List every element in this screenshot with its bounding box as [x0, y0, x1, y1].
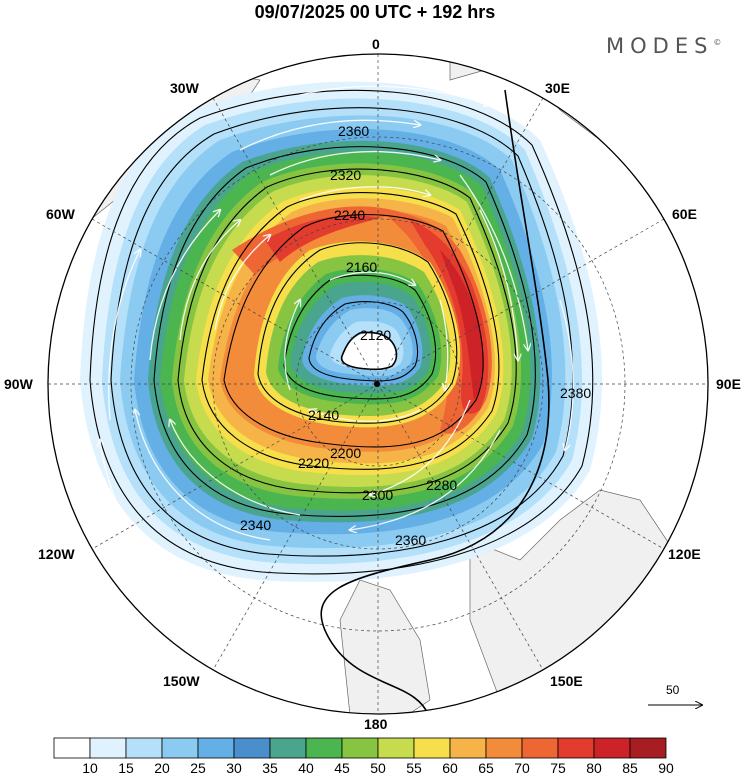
- map-frame: [47, 53, 709, 715]
- lon-label-120w: 120W: [38, 546, 75, 562]
- colorbar-tick-label: 20: [154, 760, 170, 776]
- colorbar-swatch: [377, 737, 415, 759]
- contour-label: 2140: [308, 407, 339, 423]
- lon-label-150w: 150W: [163, 673, 200, 689]
- colorbar-tick-label: 25: [190, 760, 206, 776]
- contour-label: 2280: [426, 477, 457, 493]
- brand-logo: MODES©: [606, 34, 722, 58]
- colorbar-swatch: [521, 737, 559, 759]
- colorbar-tick-label: 35: [262, 760, 278, 776]
- contour-label: 2120: [360, 327, 391, 343]
- colorbar-swatch: [197, 737, 235, 759]
- lon-label-60w: 60W: [46, 206, 75, 222]
- land-south: [339, 579, 431, 714]
- map-title: 09/07/2025 00 UTC + 192 hrs: [254, 2, 496, 22]
- colorbar-swatch: [341, 737, 379, 759]
- colorbar-tick-label: 10: [82, 760, 98, 776]
- colorbar-tick-label: 45: [334, 760, 350, 776]
- contour-label: 2220: [298, 455, 329, 471]
- colorbar-tick-label: 85: [622, 760, 638, 776]
- lon-label-30e: 30E: [545, 80, 570, 96]
- colorbar-swatch: [161, 737, 199, 759]
- pole-marker: [374, 381, 380, 387]
- contour-labels: 2120 2140 2160 2200 2220 2240 2280 2300 …: [240, 123, 591, 548]
- colorbar-swatch: [269, 737, 307, 759]
- colorbar-swatch: [125, 737, 163, 759]
- contour-label: 2160: [346, 259, 377, 275]
- lon-label-0: 0: [372, 36, 380, 52]
- colorbar-tick-label: 40: [298, 760, 314, 776]
- contour-label: 2240: [334, 207, 365, 223]
- colorbar-tick-label: 30: [226, 760, 242, 776]
- colorbar-tick-label: 90: [658, 760, 674, 776]
- contour-label: 2300: [362, 487, 393, 503]
- lon-label-60e: 60E: [672, 206, 697, 222]
- lon-label-180: 180: [364, 716, 388, 732]
- colorbar-swatch: [629, 737, 667, 759]
- colorbar-swatch: [89, 737, 127, 759]
- colorbar-swatch: [485, 737, 523, 759]
- colorbar-tick-label: 60: [442, 760, 458, 776]
- colorbar-tick-label: 70: [514, 760, 530, 776]
- colorbar-swatch: [557, 737, 595, 759]
- colorbar-tick-label: 50: [370, 760, 386, 776]
- colorbar-swatch: [449, 737, 487, 759]
- contour-label: 2320: [330, 167, 361, 183]
- colorbar-swatch: [413, 737, 451, 759]
- wind-speed-shading: [80, 81, 602, 582]
- lon-label-30w: 30W: [170, 80, 199, 96]
- contour-label: 2360: [395, 532, 426, 548]
- contour-label: 2360: [338, 123, 369, 139]
- contour-label: 2340: [240, 517, 271, 533]
- colorbar-tick-label: 80: [586, 760, 602, 776]
- colorbar-tick-label: 15: [118, 760, 134, 776]
- colorbar-tick-label: 75: [550, 760, 566, 776]
- wind-vectors: [100, 85, 640, 561]
- contour-label: 2380: [560, 385, 591, 401]
- colorbar-swatch: [53, 737, 91, 759]
- colorbar: [53, 737, 667, 759]
- lon-label-150e: 150E: [550, 673, 583, 689]
- colorbar-swatch: [305, 737, 343, 759]
- colorbar-tick-label: 55: [406, 760, 422, 776]
- colorbar-swatch: [233, 737, 271, 759]
- colorbar-swatch: [593, 737, 631, 759]
- reference-vector-label: 50: [666, 683, 680, 697]
- lon-label-120e: 120E: [668, 546, 701, 562]
- lon-label-90e: 90E: [716, 376, 741, 392]
- colorbar-tick-label: 65: [478, 760, 494, 776]
- contour-label: 2200: [330, 445, 361, 461]
- height-contours: [89, 89, 594, 714]
- lon-label-90w: 90W: [4, 376, 33, 392]
